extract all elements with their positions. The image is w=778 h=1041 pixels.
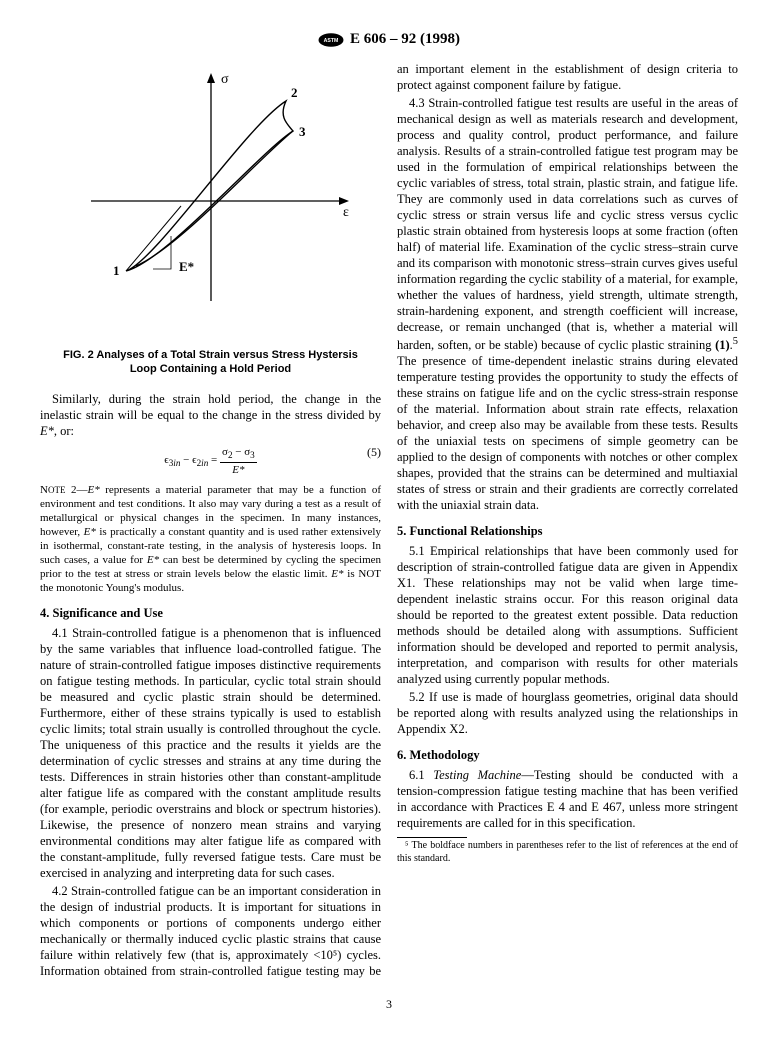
estar-label: E*: [179, 259, 194, 274]
section-4-heading: 4. Significance and Use: [40, 605, 381, 621]
para-6-1: 6.1 Testing Machine—Testing should be co…: [397, 767, 738, 831]
point-1-label: 1: [113, 263, 120, 278]
section-5-heading: 5. Functional Relationships: [397, 523, 738, 539]
figure-2: σ ε 1 2 3 E* FIG. 2 Analyses of a Total …: [40, 61, 381, 377]
figure-2-caption: FIG. 2 Analyses of a Total Strain versus…: [61, 349, 361, 377]
footnote-5: ⁵ The boldface numbers in parentheses re…: [397, 840, 738, 866]
page-header: ASTM E 606 – 92 (1998): [40, 30, 738, 49]
epsilon-axis-label: ε: [343, 205, 349, 220]
note-2: NOTE 2—E* represents a material paramete…: [40, 483, 381, 596]
equation-5: ϵ3in − ϵ2in = σ2 − σ3 E* (5): [40, 445, 381, 477]
page-number: 3: [40, 997, 738, 1012]
svg-text:ASTM: ASTM: [324, 38, 339, 44]
para-5-1: 5.1 Empirical relationships that have be…: [397, 543, 738, 687]
section-6-heading: 6. Methodology: [397, 747, 738, 763]
standard-number: E 606 – 92 (1998): [350, 30, 460, 49]
content-columns: σ ε 1 2 3 E* FIG. 2 Analyses of a Total …: [40, 61, 738, 981]
para-4-1: 4.1 Strain-controlled fatigue is a pheno…: [40, 625, 381, 881]
equation-5-number: (5): [367, 445, 381, 460]
point-3-label: 3: [299, 124, 306, 139]
point-2-label: 2: [291, 85, 298, 100]
para-4-3: 4.3 Strain-controlled fatigue test resul…: [397, 95, 738, 513]
intro-paragraph: Similarly, during the strain hold period…: [40, 391, 381, 439]
hysteresis-loop-diagram: σ ε 1 2 3 E*: [61, 61, 361, 341]
footnote-rule: [397, 837, 467, 838]
para-5-2: 5.2 If use is made of hourglass geometri…: [397, 689, 738, 737]
astm-logo: ASTM: [318, 31, 344, 49]
sigma-axis-label: σ: [221, 72, 229, 87]
